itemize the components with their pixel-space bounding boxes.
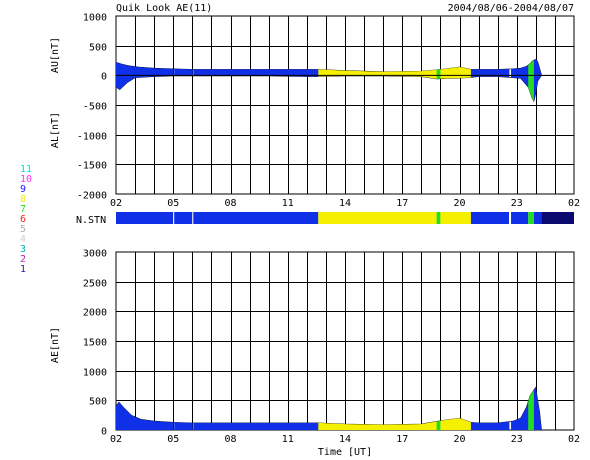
station-count-segment <box>528 212 534 224</box>
au-axis-label: AU[nT] <box>50 37 61 73</box>
ae-x-tick-label: 11 <box>282 434 294 445</box>
ae-x-tick-label: 17 <box>396 434 408 445</box>
station-legend-item: 2 <box>20 254 26 265</box>
au-al-x-tick-labels: 02 05 08 11 14 17 20 23 02 <box>110 198 580 209</box>
au-al-x-tick-label: 11 <box>282 198 294 209</box>
station-legend-item: 11 <box>20 164 32 175</box>
date-range: 2004/08/06-2004/08/07 <box>448 3 574 14</box>
ae-x-tick-label: 08 <box>224 434 236 445</box>
au-al-x-tick-label: 20 <box>453 198 465 209</box>
au-al-y-tick-label: 0 <box>101 72 107 83</box>
ae-y-tick-label: 2000 <box>83 308 107 319</box>
station-count-segment <box>509 212 512 224</box>
ae-segment <box>528 387 535 430</box>
ae-x-tick-label: 05 <box>167 434 179 445</box>
station-count-segment <box>173 212 175 224</box>
al-segment <box>193 75 319 102</box>
au-segment <box>528 59 535 76</box>
al-segment <box>318 75 437 102</box>
ae-y-tick-labels: 3000 2500 2000 1500 1000 500 0 <box>83 249 107 438</box>
station-count-segment <box>174 212 193 224</box>
au-al-x-tick-label: 17 <box>396 198 408 209</box>
station-legend-item: 8 <box>20 194 26 205</box>
station-count-segment <box>470 212 510 224</box>
au-al-y-tick-label: -500 <box>83 102 107 113</box>
au-segment <box>511 59 529 76</box>
time-axis-label: Time [UT] <box>318 447 372 458</box>
au-segment <box>318 59 437 76</box>
au-al-x-tick-label: 02 <box>110 198 122 209</box>
station-count-segment <box>511 212 529 224</box>
station-count-segment <box>116 212 174 224</box>
ae-x-tick-label: 02 <box>110 434 122 445</box>
au-al-y-tick-label: -2000 <box>77 191 107 202</box>
station-legend-item: 7 <box>20 204 26 215</box>
au-segment <box>193 59 319 76</box>
station-count-segment <box>533 212 542 224</box>
au-al-grid <box>115 15 575 195</box>
ae-y-tick-label: 0 <box>101 427 107 438</box>
station-count-segment <box>436 212 441 224</box>
station-count-bar: N.STN <box>76 212 574 226</box>
ae-segment <box>193 387 319 430</box>
al-segment <box>528 75 535 102</box>
ae-y-tick-label: 3000 <box>83 249 107 260</box>
station-legend-item: 3 <box>20 244 26 255</box>
station-count-segment <box>193 212 319 224</box>
station-legend-item: 9 <box>20 184 26 195</box>
au-segment <box>116 59 174 76</box>
au-al-y-tick-labels: 1000 500 0 -500 -1000 -1500 -2000 <box>77 13 107 202</box>
au-al-x-tick-label: 05 <box>167 198 179 209</box>
ae-axis-label: AE[nT] <box>50 327 61 363</box>
al-axis-label: AL[nT] <box>50 112 61 148</box>
station-count-segment <box>318 212 437 224</box>
au-segment <box>533 59 542 76</box>
ae-y-tick-label: 1500 <box>83 338 107 349</box>
station-legend-item: 4 <box>20 234 26 245</box>
chart-title: Quik Look AE(11) <box>116 3 212 14</box>
station-legend-item: 10 <box>20 174 32 185</box>
station-legend-item: 1 <box>20 264 26 275</box>
ae-x-tick-label: 14 <box>339 434 351 445</box>
au-al-y-tick-label: 500 <box>89 43 107 54</box>
au-al-y-tick-label: -1000 <box>77 132 107 143</box>
ae-y-tick-label: 1000 <box>83 368 107 379</box>
station-count-segments <box>116 212 574 224</box>
au-al-y-tick-label: -1500 <box>77 161 107 172</box>
ae-x-tick-label: 20 <box>453 434 465 445</box>
au-al-y-tick-label: 1000 <box>83 13 107 24</box>
au-al-x-tick-label: 14 <box>339 198 351 209</box>
station-count-segment <box>541 212 574 224</box>
station-count-label: N.STN <box>76 215 106 226</box>
ae-x-tick-label: 23 <box>511 434 523 445</box>
ae-x-tick-labels: 02 05 08 11 14 17 20 23 02 <box>110 434 580 445</box>
au-al-x-tick-label: 02 <box>568 198 580 209</box>
ae-segment <box>318 387 437 430</box>
ae-x-tick-label: 02 <box>568 434 580 445</box>
au-al-x-tick-label: 23 <box>511 198 523 209</box>
ae-segment <box>533 387 542 430</box>
ae-y-tick-label: 500 <box>89 397 107 408</box>
au-al-panel: 1000 500 0 -500 -1000 -1500 -2000 02 05 08 11 14 17… <box>50 13 580 210</box>
ae-grid <box>115 251 575 431</box>
ae-y-tick-label: 2500 <box>83 279 107 290</box>
station-count-segment <box>192 212 194 224</box>
au-segment <box>440 59 472 76</box>
au-al-x-tick-label: 08 <box>224 198 236 209</box>
station-legend-item: 5 <box>20 224 26 235</box>
station-count-segment <box>440 212 471 224</box>
station-legend-item: 6 <box>20 214 26 225</box>
